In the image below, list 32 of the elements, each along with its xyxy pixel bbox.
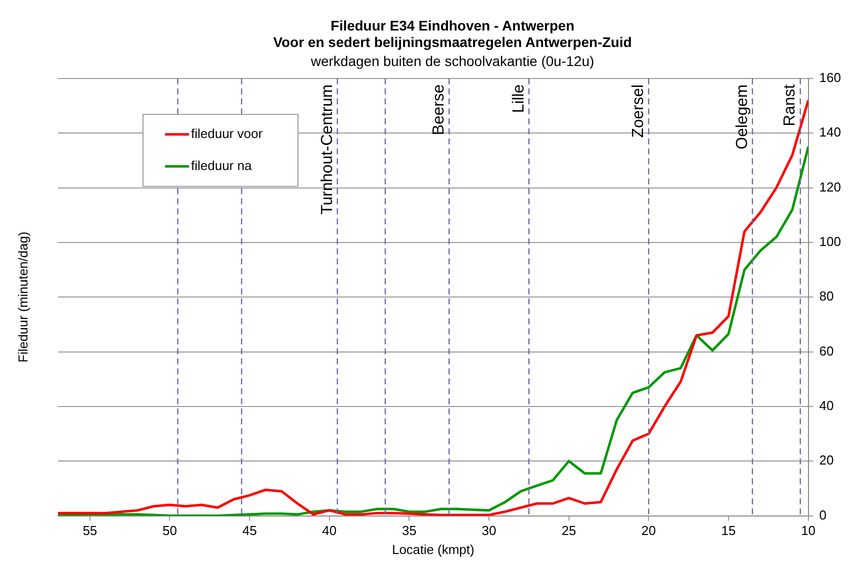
x-tick-label: 55	[82, 523, 98, 538]
y-axis-title: Fileduur (minuten/dag)	[16, 232, 31, 362]
x-tick-label: 40	[322, 523, 337, 538]
x-tick-label: 20	[641, 523, 656, 538]
chart-title: Fileduur E34 Eindhoven - Antwerpen	[330, 17, 574, 34]
ref-line-label: Oelegem	[734, 84, 751, 150]
x-tick-label: 50	[162, 523, 177, 538]
ref-line-label: Ranst	[782, 84, 799, 126]
x-tick-label: 15	[721, 523, 736, 538]
ref-line-label: Beerse	[430, 84, 448, 136]
y-tick-label: 0	[819, 507, 827, 522]
x-axis-title: Locatie (kmpt)	[392, 542, 474, 557]
x-tick-label: 25	[562, 523, 576, 538]
x-tick-label: 35	[402, 523, 416, 538]
legend-label: fileduur na	[191, 158, 252, 173]
y-tick-label: 100	[819, 234, 842, 250]
y-tick-label: 140	[819, 124, 842, 140]
ref-line-label: Lille	[510, 84, 528, 113]
ref-line-label: Zoersel	[630, 84, 648, 138]
chart-subtitle: Voor en sedert belijningsmaatregelen Antwerpen-Zuid	[273, 34, 632, 50]
text: werkdagen buiten de schoolvakantie (0u-12u)	[310, 52, 594, 69]
y-tick-label: 40	[819, 398, 834, 414]
x-tick-label: 10	[801, 523, 816, 538]
legend-label: fileduur voor	[191, 126, 264, 141]
x-tick-label: 30	[482, 523, 496, 538]
y-tick-label: 60	[819, 343, 834, 358]
x-tick-label: 45	[242, 523, 257, 538]
ref-line-label: Turnhout-Centrum	[318, 84, 336, 215]
y-tick-label: 80	[819, 288, 834, 304]
y-tick-label: 120	[819, 179, 842, 194]
y-tick-label: 160	[819, 70, 842, 85]
y-tick-label: 20	[819, 452, 834, 468]
